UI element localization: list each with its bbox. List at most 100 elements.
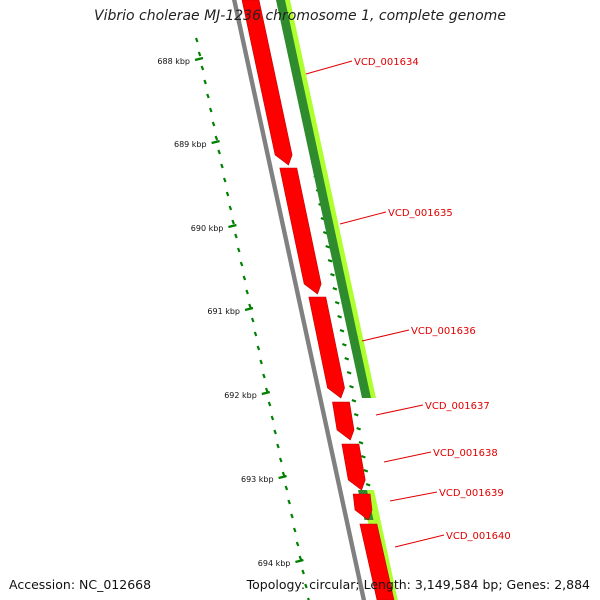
gene-arrow — [308, 296, 345, 399]
minor-tick — [264, 387, 269, 393]
minor-tick — [217, 149, 221, 155]
minor-tick — [267, 401, 272, 407]
minor-tick — [214, 135, 219, 141]
gene-leader-line — [375, 404, 424, 416]
gene-label: VCD_001640 — [446, 531, 511, 542]
gene-label: VCD_001635 — [388, 208, 453, 219]
gene-arrow — [279, 167, 322, 295]
gene-leader-line — [305, 60, 353, 75]
minor-tick — [197, 51, 202, 57]
minor-tick — [339, 328, 345, 333]
minor-tick — [334, 300, 340, 305]
kbp-tick-label: 689 kbp — [174, 140, 207, 149]
minor-tick — [206, 93, 210, 99]
gene-label: VCD_001636 — [411, 326, 476, 337]
minor-tick — [327, 258, 333, 263]
gene-leader-line — [361, 329, 410, 342]
gene-label: VCD_001639 — [439, 488, 504, 499]
gene-leader-line — [339, 211, 387, 225]
genome-summary: Topology: circular; Length: 3,149,584 bp… — [246, 577, 590, 592]
gene-arrow — [359, 523, 395, 600]
minor-tick — [351, 398, 357, 403]
minor-tick — [298, 555, 303, 561]
minor-tick — [287, 499, 291, 505]
minor-tick — [332, 286, 338, 291]
minor-tick — [341, 342, 347, 347]
gene-leader-line — [394, 534, 445, 548]
minor-tick — [200, 65, 205, 71]
minor-tick — [262, 373, 266, 379]
minor-tick — [194, 37, 199, 43]
minor-tick — [211, 121, 216, 127]
minor-tick — [248, 303, 252, 309]
minor-tick — [250, 317, 255, 323]
gene-leader-line — [383, 451, 432, 463]
kbp-tick-label: 688 kbp — [157, 57, 190, 66]
kbp-tick-label: 693 kbp — [241, 475, 274, 484]
major-tick — [194, 56, 204, 62]
minor-tick — [290, 513, 294, 519]
minor-tick — [208, 107, 213, 113]
minor-tick — [349, 384, 354, 389]
minor-tick — [325, 244, 331, 249]
minor-tick — [337, 314, 342, 319]
gene-arrow — [341, 443, 366, 491]
minor-tick — [356, 426, 362, 431]
kbp-tick-label: 691 kbp — [207, 307, 240, 316]
minor-tick — [344, 356, 350, 361]
minor-tick — [245, 289, 249, 295]
minor-tick — [304, 583, 308, 589]
minor-tick — [259, 359, 263, 365]
gene-leader-line — [389, 491, 438, 502]
minor-tick — [276, 443, 280, 449]
minor-tick — [284, 485, 289, 491]
minor-tick — [358, 440, 364, 445]
minor-tick — [346, 370, 352, 375]
minor-tick — [236, 247, 241, 253]
feature-light-track — [284, 0, 376, 398]
minor-tick — [361, 454, 366, 459]
map-title: Vibrio cholerae MJ-1236 chromosome 1, co… — [94, 8, 506, 24]
accession-text: Accession: NC_012668 — [9, 577, 152, 592]
backbone-track — [232, 0, 367, 600]
minor-tick — [234, 233, 238, 239]
minor-tick — [365, 482, 371, 487]
minor-tick — [220, 163, 224, 169]
minor-tick — [301, 569, 305, 575]
gene-arrow — [352, 493, 373, 521]
kbp-tick-label: 694 kbp — [258, 559, 291, 568]
minor-tick — [253, 331, 258, 337]
gene-label: VCD_001638 — [433, 448, 498, 459]
minor-tick — [273, 429, 277, 435]
minor-tick — [228, 205, 233, 211]
minor-tick — [225, 191, 230, 197]
minor-tick — [242, 275, 247, 281]
minor-tick — [353, 412, 359, 417]
gene-labels: VCD_001634 VCD_001635 VCD_001636 VCD_001637… — [305, 57, 511, 548]
minor-tick — [306, 597, 310, 600]
gene-arrow — [332, 401, 355, 441]
minor-tick — [222, 177, 227, 183]
major-tick — [244, 306, 254, 312]
minor-tick — [231, 219, 235, 225]
minor-tick — [330, 272, 335, 277]
kbp-tick-label: 690 kbp — [191, 224, 224, 233]
major-tick — [228, 223, 237, 229]
gene-arrow — [241, 0, 293, 166]
minor-tick — [203, 79, 207, 85]
kbp-tick-label: 692 kbp — [224, 391, 257, 400]
minor-tick — [256, 345, 261, 351]
gene-arrows — [241, 0, 395, 600]
minor-tick — [295, 541, 300, 547]
gene-label: VCD_001634 — [354, 57, 419, 68]
minor-tick — [281, 471, 286, 477]
minor-tick — [363, 468, 369, 473]
gene-label: VCD_001637 — [425, 401, 490, 412]
major-tick — [295, 558, 304, 564]
major-tick — [211, 139, 220, 145]
major-tick — [278, 474, 287, 480]
minor-tick — [270, 415, 275, 421]
minor-tick — [292, 527, 297, 533]
major-tick — [261, 390, 271, 396]
